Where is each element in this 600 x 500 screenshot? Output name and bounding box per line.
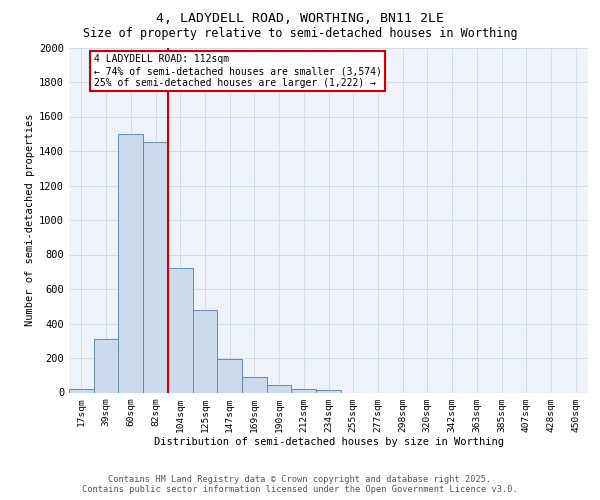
Text: 4 LADYDELL ROAD: 112sqm
← 74% of semi-detached houses are smaller (3,574)
25% of: 4 LADYDELL ROAD: 112sqm ← 74% of semi-de…	[94, 54, 382, 88]
Text: Size of property relative to semi-detached houses in Worthing: Size of property relative to semi-detach…	[83, 28, 517, 40]
Bar	[143, 142, 168, 392]
Text: 4, LADYDELL ROAD, WORTHING, BN11 2LE: 4, LADYDELL ROAD, WORTHING, BN11 2LE	[156, 12, 444, 26]
Text: Contains HM Land Registry data © Crown copyright and database right 2025.
Contai: Contains HM Land Registry data © Crown c…	[82, 474, 518, 494]
Bar	[292, 389, 316, 392]
Bar	[118, 134, 143, 392]
Bar	[193, 310, 217, 392]
Bar	[217, 359, 242, 392]
X-axis label: Distribution of semi-detached houses by size in Worthing: Distribution of semi-detached houses by …	[154, 438, 503, 448]
Bar	[168, 268, 193, 392]
Bar	[69, 389, 94, 392]
Y-axis label: Number of semi-detached properties: Number of semi-detached properties	[25, 114, 35, 326]
Bar	[267, 384, 292, 392]
Bar	[94, 339, 118, 392]
Bar	[316, 390, 341, 392]
Bar	[242, 377, 267, 392]
